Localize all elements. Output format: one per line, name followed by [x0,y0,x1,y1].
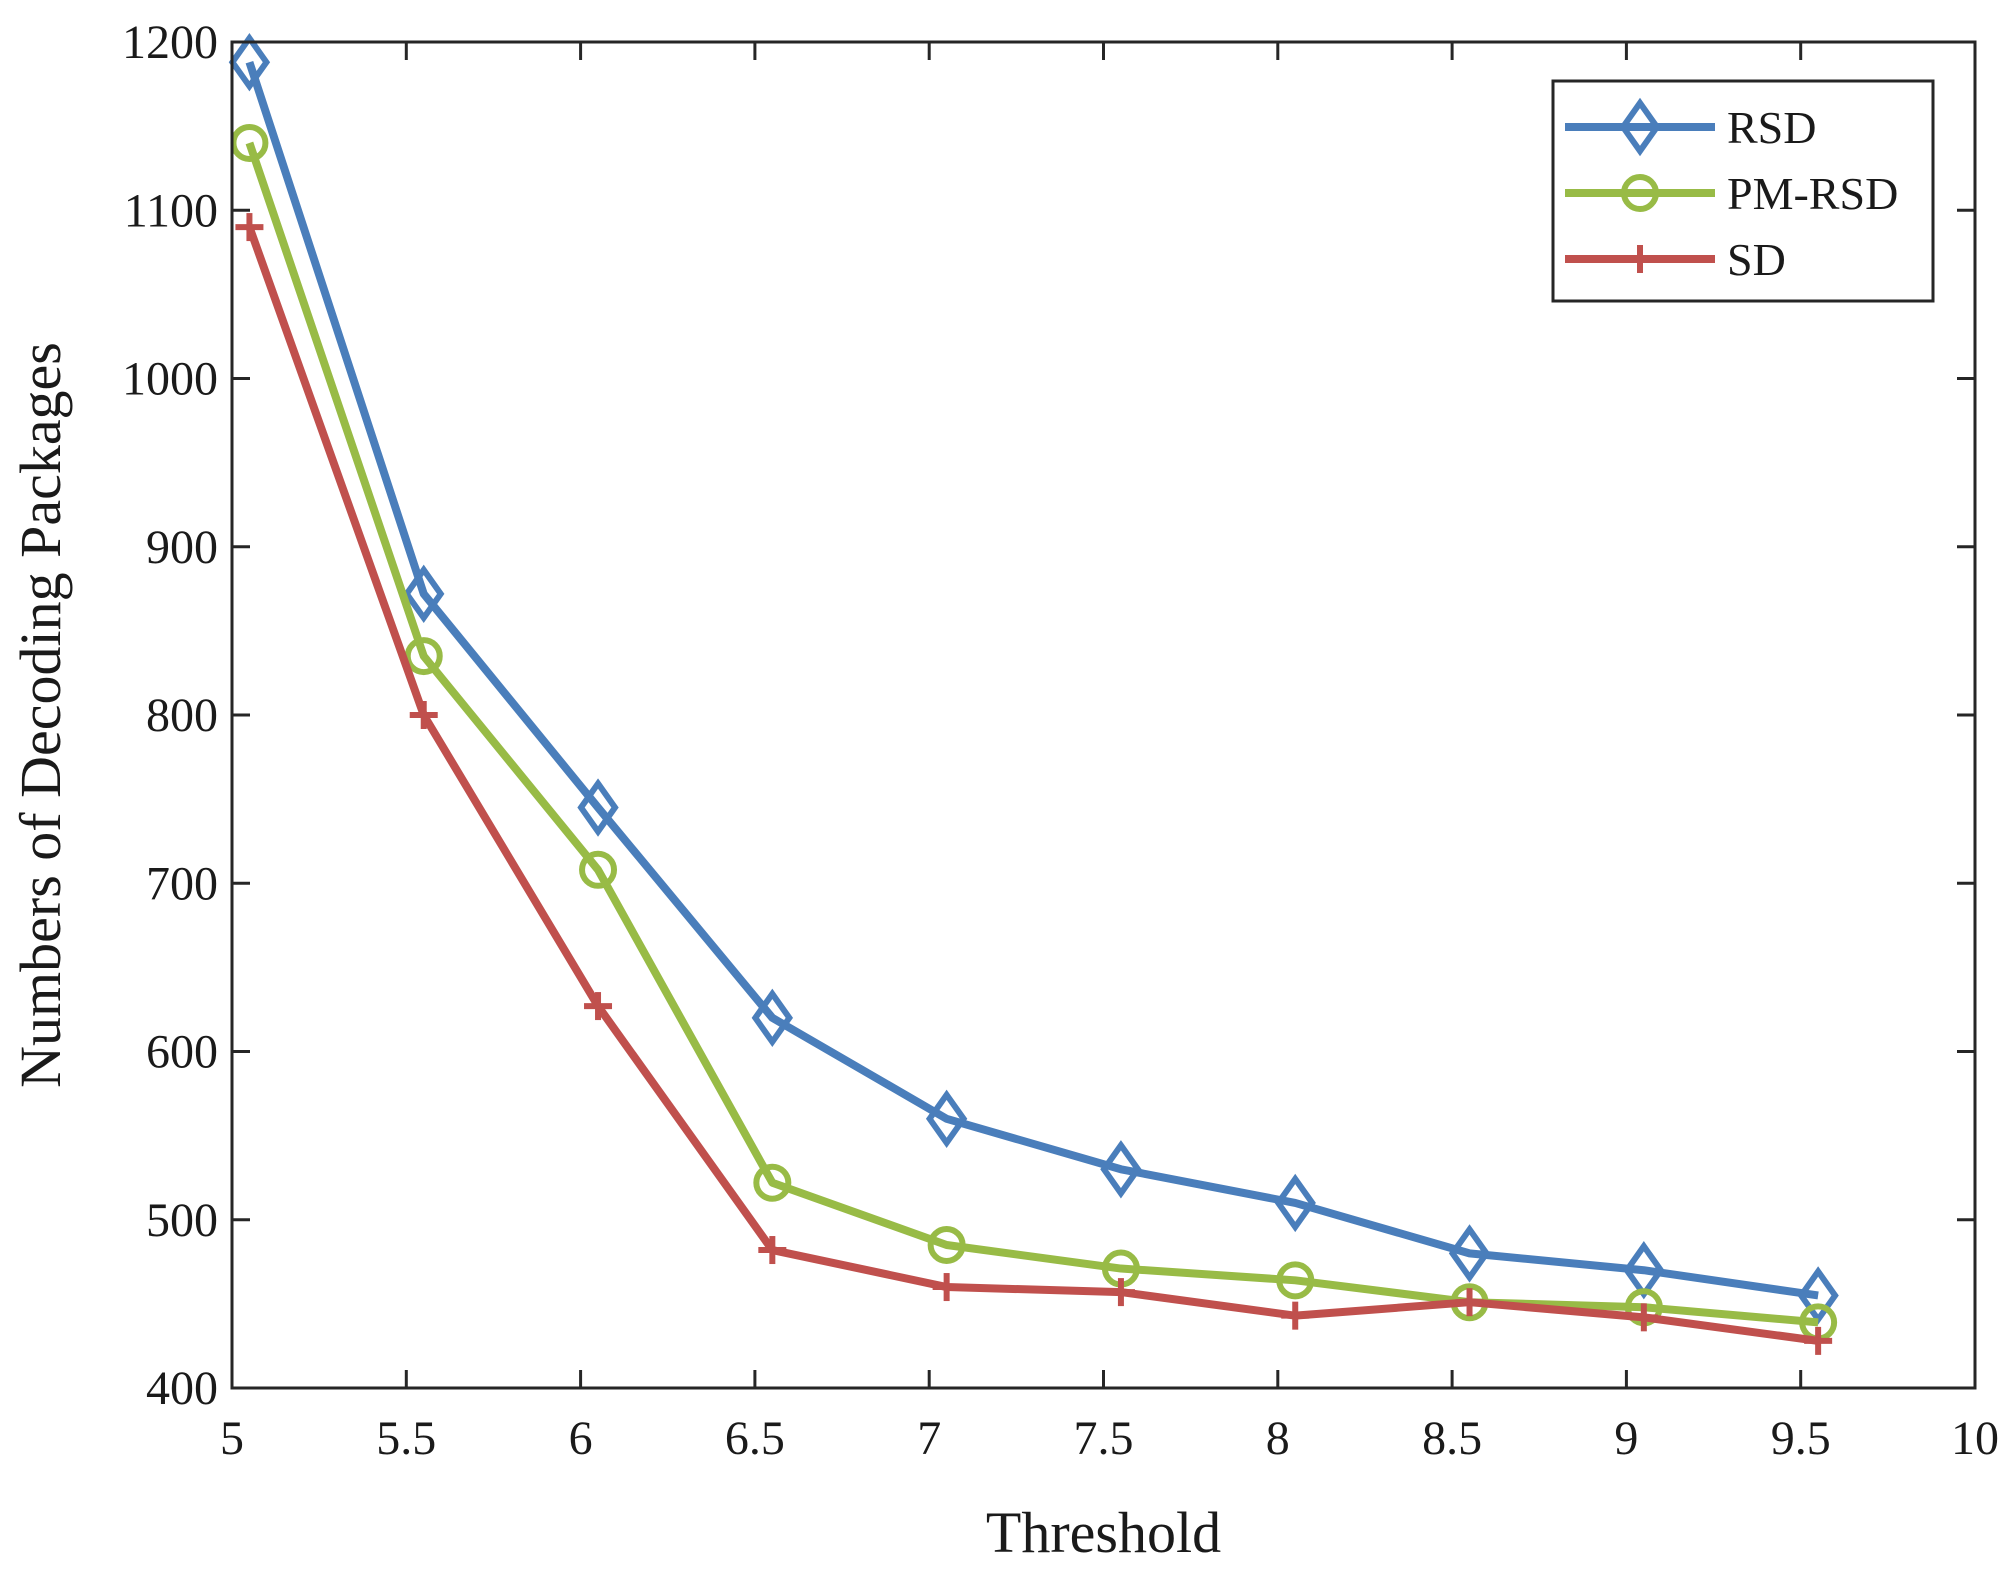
series-line-sd [245,225,1819,1345]
data-point-sd [758,1236,787,1265]
data-point-rsd [403,564,445,624]
data-point-rsd [925,1089,968,1148]
x-tick-label: 7 [917,1412,941,1465]
legend-marker [1626,245,1654,273]
series-line-pm-rsd [245,141,1819,1327]
data-point-rsd [1100,1140,1142,1199]
legend-label: PM-RSD [1727,168,1898,219]
x-tick-label: 9.5 [1771,1412,1831,1465]
y-tick-label: 800 [146,689,218,742]
y-axis-title: Numbers of Decoding Packages [8,342,73,1088]
legend: RSD PM-RSD SD [1551,79,1935,303]
x-tick-label: 6.5 [725,1412,785,1465]
data-point-rsd [1274,1173,1316,1233]
y-tick-label: 1200 [122,16,218,69]
data-point-rsd [751,988,794,1048]
data-point-pm-rsd [753,1163,792,1202]
series-sd [235,213,1833,1355]
data-point-sd [1629,1303,1658,1332]
data-point-sd [584,992,613,1021]
data-point-rsd [577,778,619,837]
legend-marker [1619,97,1661,157]
legend-label: RSD [1727,102,1816,153]
y-tick-label: 1100 [124,184,218,237]
y-tick-label: 900 [146,521,218,574]
tick-labels: 5 5.5 6 6.5 7 7.5 8 8.5 9 9.5 10 400 500 600 700 800 900… [122,16,1999,1465]
legend-item-rsd: RSD [1565,97,1816,157]
x-tick-label: 5 [220,1412,244,1465]
series-line-rsd [245,60,1819,1300]
x-tick-label: 8 [1266,1412,1290,1465]
series-layer [228,32,1839,1355]
legend-marker [1621,174,1659,212]
data-point-sd [1804,1326,1833,1355]
x-axis-title: Threshold [986,1500,1221,1565]
data-point-rsd [228,32,271,92]
ticks-layer [230,40,1977,1390]
data-point-pm-rsd [579,850,618,889]
legend-item-pm-rsd: PM-RSD [1565,168,1898,219]
data-point-sd [932,1273,961,1302]
data-point-pm-rsd [927,1225,966,1264]
y-tick-label: 600 [146,1026,218,1079]
y-tick-label: 500 [146,1194,218,1247]
data-point-sd [1281,1301,1310,1330]
data-point-rsd [1448,1224,1491,1283]
y-tick-label: 400 [146,1362,218,1415]
data-point-pm-rsd [1276,1261,1315,1300]
x-tick-label: 6 [569,1412,593,1465]
x-tick-label: 5.5 [376,1412,436,1465]
data-point-sd [1106,1278,1135,1307]
legend-label: SD [1727,234,1786,285]
data-point-sd [235,213,264,242]
plot-area [228,32,1977,1390]
x-tick-label: 10 [1951,1412,1999,1465]
data-point-pm-rsd [404,637,443,676]
y-tick-label: 700 [146,857,218,910]
y-tick-label: 1000 [122,353,218,406]
x-tick-label: 7.5 [1074,1412,1134,1465]
data-point-sd [1455,1288,1484,1317]
data-point-sd [409,701,438,729]
x-tick-label: 9 [1614,1412,1638,1465]
legend-item-sd: SD [1565,234,1786,285]
x-tick-label: 8.5 [1422,1412,1482,1465]
